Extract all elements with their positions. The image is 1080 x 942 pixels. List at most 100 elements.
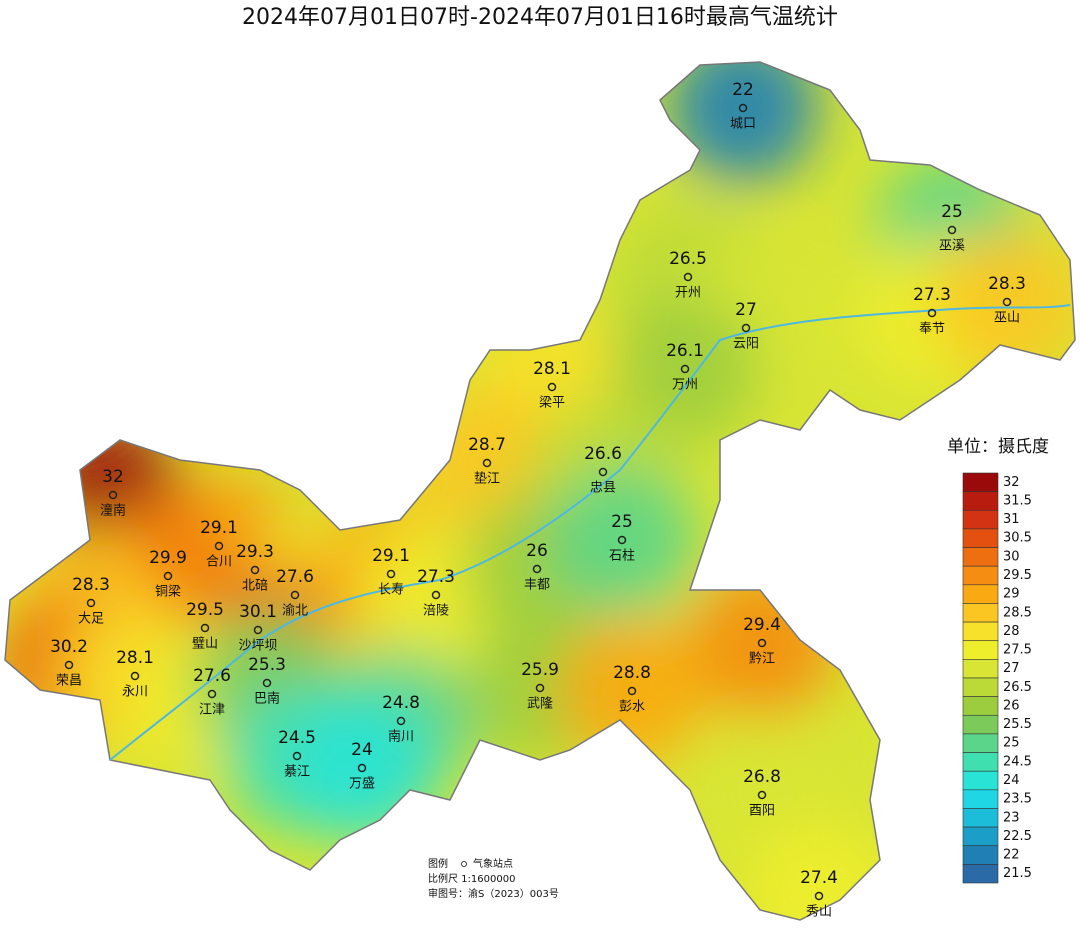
legend-label: 29 <box>1003 587 1020 602</box>
legend-swatch <box>962 603 999 623</box>
station-name: 巫溪 <box>939 239 965 254</box>
station-name: 巫山 <box>994 311 1020 326</box>
legend-label: 27.5 <box>1003 643 1032 658</box>
station-name: 荣昌 <box>56 674 82 689</box>
station-value: 26.5 <box>669 249 707 269</box>
temperature-field <box>668 62 818 183</box>
station-name: 武隆 <box>527 697 553 712</box>
legend-label: 32 <box>1003 475 1020 490</box>
legend-label: 28 <box>1003 624 1020 639</box>
station-name: 沙坪坝 <box>238 639 277 654</box>
station-name: 长寿 <box>378 583 404 598</box>
station-name: 永川 <box>122 685 148 700</box>
station-name: 铜梁 <box>155 585 181 600</box>
heat-layer <box>5 62 1075 920</box>
station-name: 城口 <box>730 117 756 132</box>
station-value: 30.1 <box>239 602 277 622</box>
legend-swatch <box>962 696 999 716</box>
station-value: 22 <box>732 80 754 100</box>
station-dot <box>627 686 637 696</box>
station-name: 渝北 <box>282 603 308 619</box>
station-value: 25.9 <box>521 660 559 680</box>
legend-label: 28.5 <box>1003 605 1032 620</box>
station-dot <box>598 467 608 477</box>
legend-label: 21.5 <box>1003 866 1032 881</box>
station-dot <box>535 683 545 693</box>
station-name: 梁平 <box>539 396 565 411</box>
station-name: 黔江 <box>749 652 775 667</box>
station-value: 26 <box>526 541 548 561</box>
temperature-field <box>547 465 697 615</box>
legend-swatch <box>962 640 999 660</box>
station-dot <box>290 590 300 600</box>
legend-swatch <box>962 621 999 642</box>
legend-label: 30 <box>1003 549 1020 564</box>
station-dot <box>163 571 173 581</box>
station-name: 大足 <box>78 612 104 627</box>
river <box>109 304 1071 761</box>
station-name: 涪陵 <box>423 604 449 619</box>
station-dot <box>253 625 263 635</box>
station-dot <box>108 490 118 500</box>
temperature-field <box>744 821 894 920</box>
legend-swatch <box>962 472 999 492</box>
station-name: 万盛 <box>349 777 375 792</box>
temperature-field <box>557 616 707 766</box>
legend-label: 23.5 <box>1003 792 1032 807</box>
legend-swatch <box>962 864 999 884</box>
station-dot <box>683 272 693 282</box>
station-dot <box>1002 297 1012 307</box>
station-value: 29.3 <box>236 542 274 562</box>
station-value: 27.4 <box>800 868 838 888</box>
temperature-field <box>610 294 760 444</box>
station-value: 28.3 <box>72 575 110 595</box>
legend-label: 25.5 <box>1003 717 1032 732</box>
station-value: 27.6 <box>193 666 231 686</box>
legend-swatch <box>962 509 999 530</box>
station-dot <box>214 541 224 551</box>
station-dot <box>431 590 441 600</box>
station-dot <box>86 598 96 608</box>
station-dot <box>396 716 406 726</box>
station-dot <box>617 535 627 545</box>
station-value: 28.1 <box>116 648 154 668</box>
legend-swatch <box>962 659 999 679</box>
station-value: 32 <box>102 467 124 487</box>
station-name: 綦江 <box>284 765 310 780</box>
station-value: 30.2 <box>50 637 88 657</box>
station-name: 合川 <box>206 555 232 570</box>
station-value: 24.8 <box>382 693 420 713</box>
station-value: 24 <box>351 740 373 760</box>
legend-swatch <box>962 770 999 791</box>
station-name: 奉节 <box>919 322 945 337</box>
legend-swatch <box>962 584 999 604</box>
station-value: 26.8 <box>743 767 781 787</box>
station-name: 江津 <box>199 703 225 718</box>
legend-label: 24.5 <box>1003 754 1032 769</box>
legend-label: 25 <box>1003 736 1020 751</box>
station-name: 巴南 <box>254 691 280 707</box>
station-value: 29.4 <box>743 615 781 635</box>
station-name: 北碚 <box>242 579 268 594</box>
station-value: 27 <box>735 300 757 320</box>
legend-station-icon <box>461 861 467 867</box>
legend-swatch <box>962 752 999 772</box>
station-name: 丰都 <box>524 578 550 593</box>
station-value: 29.1 <box>372 546 410 566</box>
station-name: 潼南 <box>100 503 126 519</box>
station-value: 27.6 <box>276 567 314 587</box>
station-name: 云阳 <box>733 337 759 352</box>
station-value: 27.3 <box>913 285 951 305</box>
station-value: 27.3 <box>417 567 455 587</box>
station-dot <box>292 751 302 761</box>
station-dot <box>64 660 74 670</box>
station-value: 29.9 <box>149 548 187 568</box>
station-dot <box>814 891 824 901</box>
station-dot <box>757 790 767 800</box>
legend-label: 26.5 <box>1003 680 1032 695</box>
temperature-field <box>932 227 1075 377</box>
legend-swatch <box>962 845 999 865</box>
station-dot <box>250 565 260 575</box>
